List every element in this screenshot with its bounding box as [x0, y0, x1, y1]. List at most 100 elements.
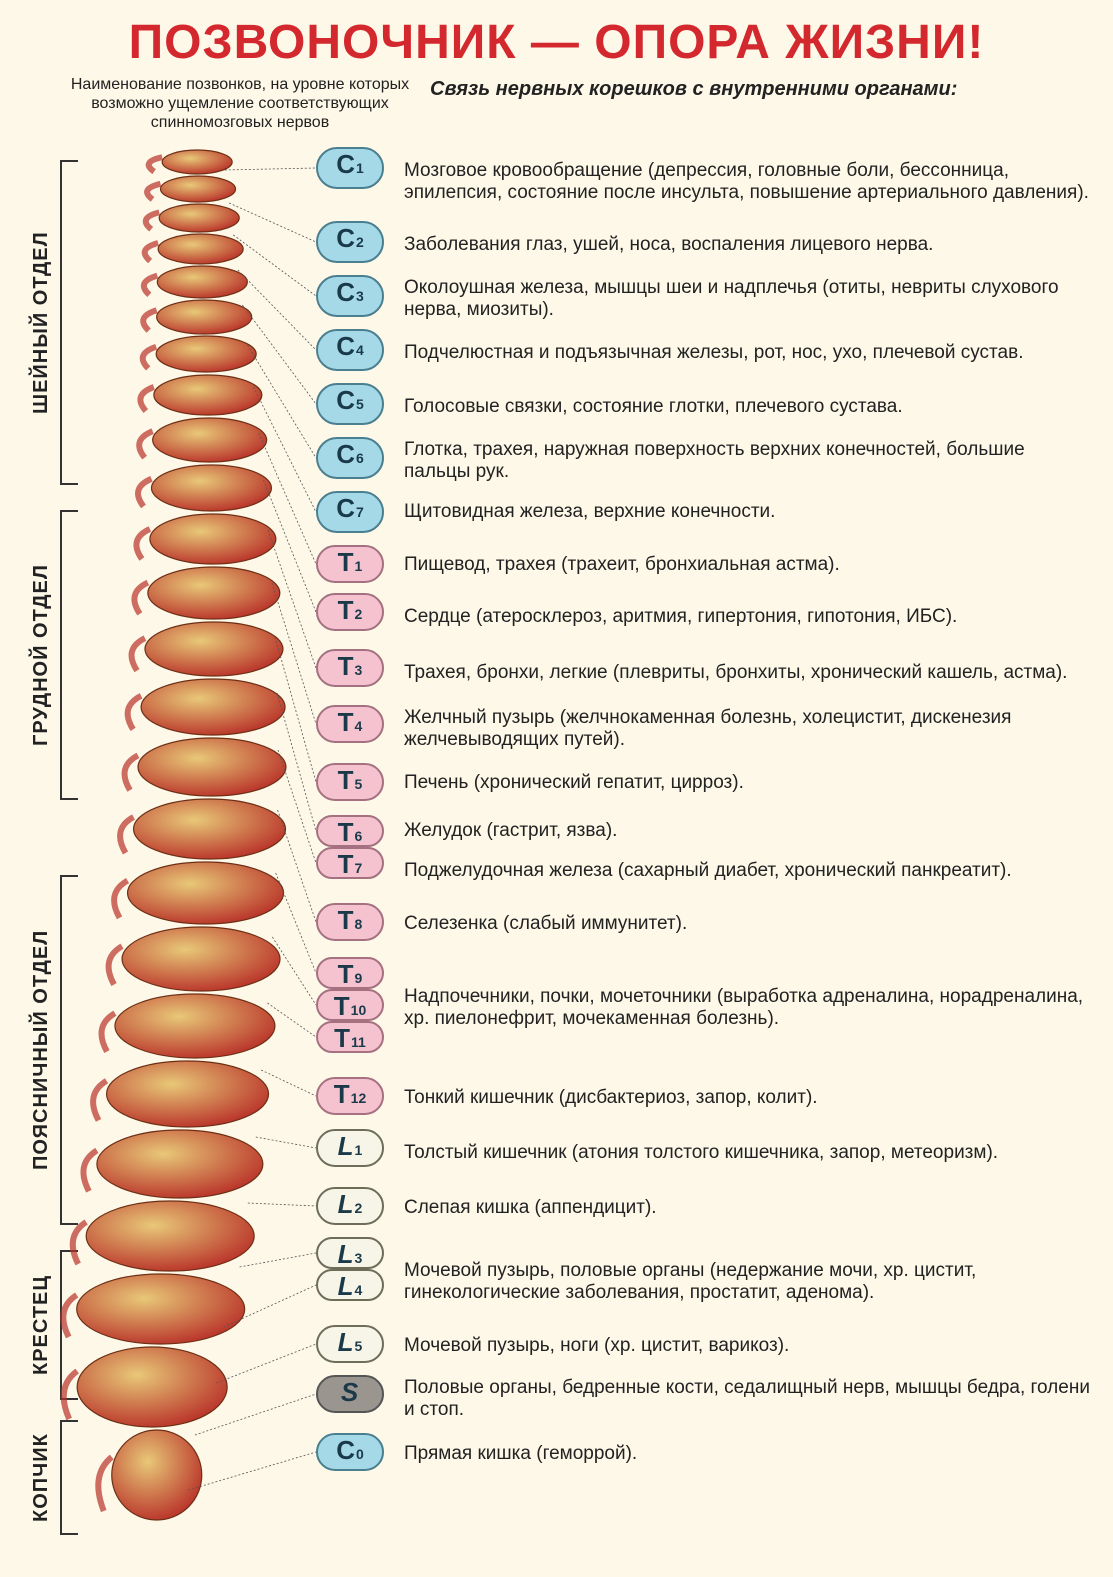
vertebra-description: Голосовые связки, состояние глотки, плеч… — [404, 383, 1094, 431]
vertebra-index: 12 — [351, 1090, 367, 1106]
vertebra-code: T — [338, 849, 354, 880]
vertebra-badge: T8 — [316, 903, 384, 941]
vertebra-badge: C3 — [316, 275, 384, 317]
vertebra-index: 3 — [355, 1250, 363, 1266]
vertebra-index: 4 — [356, 342, 364, 358]
vertebra-badge: C6 — [316, 437, 384, 479]
vertebra-badge: C2 — [316, 221, 384, 263]
vertebra-description: Тонкий кишечник (дисбактериоз, запор, ко… — [404, 1077, 1094, 1119]
vertebra-badge: L4 — [316, 1269, 384, 1301]
vertebra-description: Надпочечники, почки, мочеточники (вырабо… — [404, 973, 1094, 1043]
vertebra-badge: T2 — [316, 593, 384, 631]
vertebra-index: 4 — [355, 718, 363, 734]
vertebra-index: 3 — [356, 288, 364, 304]
vertebra-index: 1 — [355, 558, 363, 574]
vertebra-index: 5 — [355, 776, 363, 792]
vertebra-badge: T6 — [316, 815, 384, 847]
vertebra-code: C — [336, 493, 355, 524]
vertebra-code: T — [334, 1079, 350, 1110]
vertebra-description: Мочевой пузырь, половые органы (недержан… — [404, 1247, 1094, 1317]
vertebra-code: L — [338, 1239, 354, 1270]
vertebra-index: 7 — [356, 504, 364, 520]
vertebra-code: L — [338, 1189, 354, 1220]
vertebra-description: Щитовидная железа, верхние конечности. — [404, 491, 1094, 533]
vertebra-code: L — [338, 1327, 354, 1358]
vertebra-badge: C4 — [316, 329, 384, 371]
vertebra-description: Мозговое кровообращение (депрессия, голо… — [404, 147, 1094, 217]
vertebra-badge: L3 — [316, 1237, 384, 1269]
section-label: КРЕСТЕЦ — [30, 1250, 53, 1400]
vertebra-index: 6 — [356, 450, 364, 466]
vertebra-badge: T10 — [316, 989, 384, 1021]
vertebra-index: 1 — [356, 160, 364, 176]
vertebra-badge: C1 — [316, 147, 384, 189]
vertebra-index: 2 — [355, 606, 363, 622]
vertebra-code: T — [338, 817, 354, 848]
vertebra-description: Трахея, бронхи, легкие (плевриты, бронхи… — [404, 649, 1094, 697]
vertebra-description: Поджелудочная железа (сахарный диабет, х… — [404, 847, 1094, 895]
vertebra-badge: L5 — [316, 1325, 384, 1363]
vertebra-description: Околоушная железа, мышцы шеи и надплечья… — [404, 275, 1094, 323]
vertebra-index: 10 — [351, 1002, 367, 1018]
vertebra-code: C — [336, 1435, 355, 1466]
vertebra-index: 0 — [356, 1446, 364, 1462]
vertebra-badge: T5 — [316, 763, 384, 801]
vertebra-index: 3 — [355, 662, 363, 678]
vertebra-code: T — [338, 959, 354, 990]
vertebra-description: Желудок (гастрит, язва). — [404, 815, 1094, 847]
vertebra-code: C — [336, 331, 355, 362]
vertebra-code: C — [336, 277, 355, 308]
vertebra-index: 1 — [355, 1142, 363, 1158]
vertebra-index: 11 — [351, 1034, 366, 1050]
section-label: ПОЯСНИЧНЫЙ ОТДЕЛ — [30, 875, 53, 1225]
vertebra-index: 2 — [356, 234, 364, 250]
vertebra-code: C — [336, 385, 355, 416]
vertebra-description: Толстый кишечник (атония толстого кишечн… — [404, 1129, 1094, 1177]
vertebra-description: Половые органы, бедренные кости, седалищ… — [404, 1375, 1094, 1423]
vertebra-description: Заболевания глаз, ушей, носа, воспаления… — [404, 221, 1094, 269]
vertebra-code: C — [336, 223, 355, 254]
section-label: КОПЧИК — [30, 1420, 53, 1535]
vertebra-badge: T1 — [316, 545, 384, 583]
vertebra-badge: T12 — [316, 1077, 384, 1115]
vertebra-code: S — [341, 1377, 358, 1408]
subtitle-right: Связь нервных корешков с внутренними орг… — [430, 78, 957, 101]
vertebra-code: T — [338, 547, 354, 578]
vertebra-description: Слепая кишка (аппендицит). — [404, 1187, 1094, 1229]
vertebra-description: Селезенка (слабый иммунитет). — [404, 903, 1094, 945]
vertebra-description: Подчелюстная и подъязычная железы, рот, … — [404, 329, 1094, 377]
vertebra-description: Желчный пузырь (желчнокаменная болезнь, … — [404, 705, 1094, 753]
vertebra-badge: T4 — [316, 705, 384, 743]
vertebra-code: T — [338, 905, 354, 936]
section-label: ГРУДНОЙ ОТДЕЛ — [30, 510, 53, 800]
vertebra-badge: L1 — [316, 1129, 384, 1167]
vertebra-index: 9 — [355, 970, 363, 986]
vertebra-index: 5 — [356, 396, 364, 412]
vertebra-index: 5 — [355, 1338, 363, 1354]
vertebra-index: 8 — [355, 916, 363, 932]
vertebra-badge: L2 — [316, 1187, 384, 1225]
vertebra-index: 4 — [355, 1282, 363, 1298]
vertebra-code: T — [338, 765, 354, 796]
page-title: ПОЗВОНОЧНИК — ОПОРА ЖИЗНИ! — [0, 15, 1113, 70]
vertebra-code: T — [338, 651, 354, 682]
vertebra-badge: C0 — [316, 1433, 384, 1471]
vertebra-index: 2 — [355, 1200, 363, 1216]
vertebra-description: Мочевой пузырь, ноги (хр. цистит, варико… — [404, 1325, 1094, 1367]
vertebra-badge: S — [316, 1375, 384, 1413]
vertebra-description: Глотка, трахея, наружная поверхность вер… — [404, 437, 1094, 485]
vertebra-code: C — [336, 149, 355, 180]
vertebra-badge: T9 — [316, 957, 384, 989]
vertebra-description: Сердце (атеросклероз, аритмия, гипертони… — [404, 593, 1094, 641]
vertebra-code: L — [338, 1131, 354, 1162]
vertebra-index: 7 — [355, 860, 363, 876]
vertebra-code: T — [334, 991, 350, 1022]
section-label: ШЕЙНЫЙ ОТДЕЛ — [30, 160, 53, 485]
vertebra-description: Прямая кишка (геморрой). — [404, 1433, 1094, 1475]
vertebra-badge: T7 — [316, 847, 384, 879]
vertebra-code: T — [334, 1023, 350, 1054]
vertebra-badge: T3 — [316, 649, 384, 687]
vertebra-badge: C5 — [316, 383, 384, 425]
vertebra-badge: C7 — [316, 491, 384, 533]
vertebra-description: Печень (хронический гепатит, цирроз). — [404, 763, 1094, 803]
